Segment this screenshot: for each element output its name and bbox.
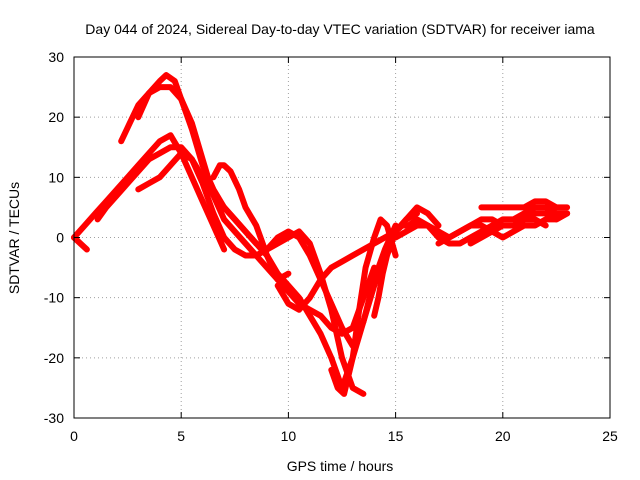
axis-ticks: 0 5 10 15 20 25 -30 -20 -10 0 10 20 30: [44, 49, 618, 444]
series-arc-10: [371, 216, 420, 319]
y-tick-label: 10: [48, 169, 64, 185]
series-arc-8: [274, 204, 442, 313]
series-arc-6: [135, 150, 420, 349]
x-tick-label: 15: [388, 428, 404, 444]
series-arc-2: [71, 234, 90, 253]
x-tick-label: 5: [177, 428, 185, 444]
y-tick-label: 0: [56, 230, 64, 246]
y-tick-label: 20: [48, 109, 64, 125]
y-tick-label: 30: [48, 49, 64, 65]
y-tick-label: -20: [44, 350, 64, 366]
x-tick-label: 20: [495, 428, 511, 444]
x-tick-label: 25: [602, 428, 618, 444]
series-arc-14: [467, 216, 549, 247]
series-arc-7: [210, 162, 292, 283]
series-arc-1: [71, 132, 228, 253]
series-arc-13: [435, 210, 571, 247]
x-tick-label: 10: [281, 428, 297, 444]
series-arc-4: [118, 84, 378, 337]
series-arc-9: [328, 216, 399, 397]
data-series: [71, 72, 571, 397]
series-arc-3: [94, 144, 367, 397]
x-axis-label: GPS time / hours: [287, 458, 394, 474]
y-axis-label: SDTVAR / TECUs: [6, 182, 22, 294]
y-tick-label: -30: [44, 410, 64, 426]
series-arc-15: [478, 198, 571, 211]
chart-title: Day 044 of 2024, Sidereal Day-to-day VTE…: [85, 21, 595, 37]
y-tick-label: -10: [44, 290, 64, 306]
x-tick-label: 0: [70, 428, 78, 444]
